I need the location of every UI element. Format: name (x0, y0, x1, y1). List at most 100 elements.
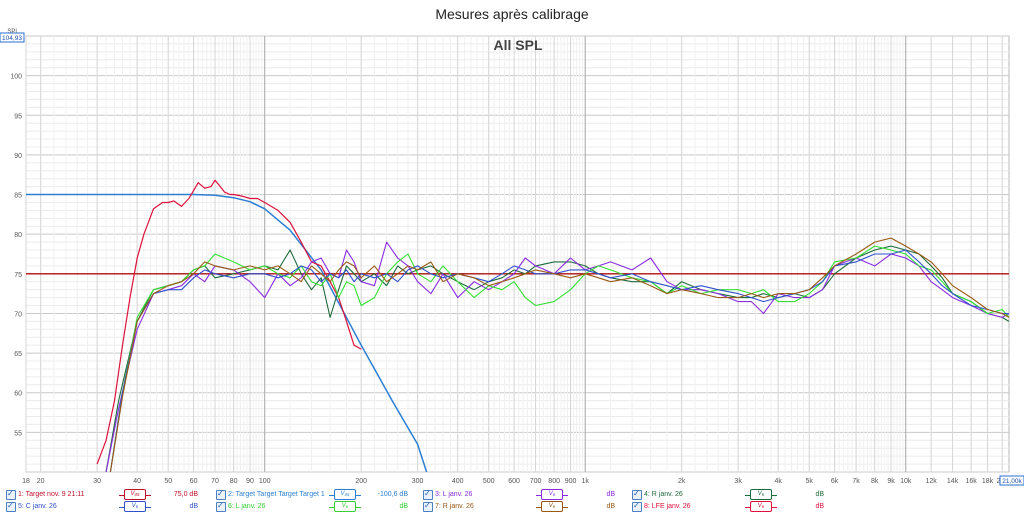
legend-label: 1: Target nov. 9 21:11 (18, 491, 85, 498)
legend-value: dB (189, 503, 198, 510)
y-tick-label: 60 (14, 391, 22, 398)
legend-value: 75,0 dB (173, 491, 198, 498)
legend-value: dB (399, 503, 408, 510)
x-tick-label: 4k (774, 478, 782, 485)
legend-item[interactable]: 7: R janv. 26 V₆ dB (423, 500, 628, 513)
legend-item[interactable]: 2: Target Target Target Target 1 V₄₈ -100,… (216, 488, 421, 501)
x-tick-label: 6k (831, 478, 839, 485)
y-tick-label: 85 (14, 193, 22, 200)
x-tick-label: 2k (678, 478, 686, 485)
legend-label: 7: R janv. 26 (435, 503, 474, 510)
series-line (109, 237, 1009, 472)
x-tick-label: 5k (806, 478, 814, 485)
x-tick-label: 400 (452, 478, 464, 485)
legend-swatch[interactable]: V₆ (119, 501, 151, 512)
y-axis-label: SPL (7, 29, 19, 35)
x-tick-label: 1k (582, 478, 590, 485)
legend-label: 4: R janv. 26 (644, 491, 683, 498)
x-tick-label: 300 (412, 478, 424, 485)
legend-label: 2: Target Target Target Target 1 (228, 491, 325, 498)
legend-swatch[interactable]: V₆ (329, 501, 361, 512)
legend-swatch[interactable]: V₆ (536, 501, 568, 512)
y-top-readout: 104,93 (2, 35, 22, 42)
y-tick-label: 65 (14, 351, 22, 358)
x-tick-label: 20 (37, 478, 45, 485)
x-tick-label: 60 (190, 478, 198, 485)
legend-checkbox[interactable] (216, 500, 226, 512)
x-tick-label: 3k (734, 478, 742, 485)
x-tick-label: 12k (925, 478, 937, 485)
x-tick-label: 30 (93, 478, 101, 485)
series-line (109, 249, 1009, 472)
legend-value: dB (606, 503, 615, 510)
x-tick-label: 900 (565, 478, 577, 485)
x-tick-label: 80 (230, 478, 238, 485)
legend-label: 6: L janv. 26 (228, 503, 266, 510)
legend-checkbox[interactable] (6, 500, 16, 512)
x-tick-label: 14k (947, 478, 959, 485)
legend-item[interactable]: 3: L janv. 26 V₆ dB (423, 488, 628, 501)
legend-checkbox[interactable] (423, 500, 433, 512)
legend-checkbox[interactable] (6, 488, 16, 500)
x-tick-label: 40 (133, 478, 141, 485)
x-tick-label: 500 (483, 478, 495, 485)
x-right-readout-box (999, 475, 1024, 486)
y-top-readout-box (0, 32, 25, 43)
y-tick-label: 100 (10, 74, 22, 81)
plot-area (26, 179, 1009, 472)
legend-checkbox[interactable] (216, 488, 226, 500)
series-line (96, 179, 362, 465)
x-tick-label: 7k (852, 478, 860, 485)
x-tick-label: 9k (887, 478, 895, 485)
window-title: Mesures après calibrage (435, 6, 589, 22)
y-tick-label: 55 (14, 430, 22, 437)
legend-value: dB (606, 491, 615, 498)
legend-item[interactable]: 1: Target nov. 9 21:11 V₄₈ 75,0 dB (6, 488, 211, 501)
x-tick-label: 8k (871, 478, 879, 485)
legend-swatch[interactable]: V₄₈ (119, 489, 151, 500)
legend-label: 5: C janv. 26 (18, 503, 57, 510)
x-right-readout: 21,00k (1002, 478, 1022, 485)
legend-swatch[interactable]: V₆ (745, 489, 777, 500)
x-tick-label: 16k (965, 478, 977, 485)
legend-label: 8: LFE janv. 26 (644, 503, 691, 510)
legend-swatch[interactable]: V₆ (745, 501, 777, 512)
legend: 1: Target nov. 9 21:11 V₄₈ 75,0 dB 2: Targe… (0, 488, 1024, 515)
series-line (26, 193, 428, 472)
chart-axes: 55 60 65 70 75 80 85 90 95 100 18 20 30 40 50 60 70 80 90 1… (0, 29, 1024, 486)
x-tick-label: 18k (982, 478, 994, 485)
legend-item[interactable]: 6: L janv. 26 V₆ dB (216, 500, 421, 513)
legend-checkbox[interactable] (423, 488, 433, 500)
y-tick-label: 95 (14, 113, 22, 120)
y-tick-label: 80 (14, 232, 22, 239)
x-tick-label: 90 (246, 478, 254, 485)
legend-item[interactable]: 5: C janv. 26 V₆ dB (6, 500, 211, 513)
x-tick-label: 100 (259, 478, 271, 485)
series-line (109, 245, 1009, 472)
x-tick-label: 200 (355, 478, 367, 485)
legend-checkbox[interactable] (632, 488, 642, 500)
x-tick-label: 800 (548, 478, 560, 485)
x-tick-label: 18 (22, 478, 30, 485)
legend-value: dB (815, 503, 824, 510)
chart-title: All SPL (493, 37, 542, 53)
legend-value: -100,6 dB (377, 491, 408, 498)
y-tick-label: 75 (14, 272, 22, 279)
y-tick-label: 90 (14, 153, 22, 160)
legend-item[interactable]: 8: LFE janv. 26 V₆ dB (632, 500, 837, 513)
x-tick-label: 70 (211, 478, 219, 485)
x-tick-label: 10k (900, 478, 912, 485)
legend-label: 3: L janv. 26 (435, 491, 473, 498)
x-tick-label: 700 (530, 478, 542, 485)
y-tick-label: 70 (14, 311, 22, 318)
spl-chart[interactable]: Mesures après calibrage 55 60 65 70 75 80 85 90… (0, 0, 1024, 488)
legend-swatch[interactable]: V₄₈ (329, 489, 361, 500)
x-tick-label: 50 (164, 478, 172, 485)
legend-swatch[interactable]: V₆ (536, 489, 568, 500)
legend-item[interactable]: 4: R janv. 26 V₆ dB (632, 488, 837, 501)
chart-grid (25, 35, 1010, 473)
legend-checkbox[interactable] (632, 500, 642, 512)
x-tick-label: 600 (508, 478, 520, 485)
plot-frame (25, 35, 1010, 473)
legend-value: dB (815, 491, 824, 498)
